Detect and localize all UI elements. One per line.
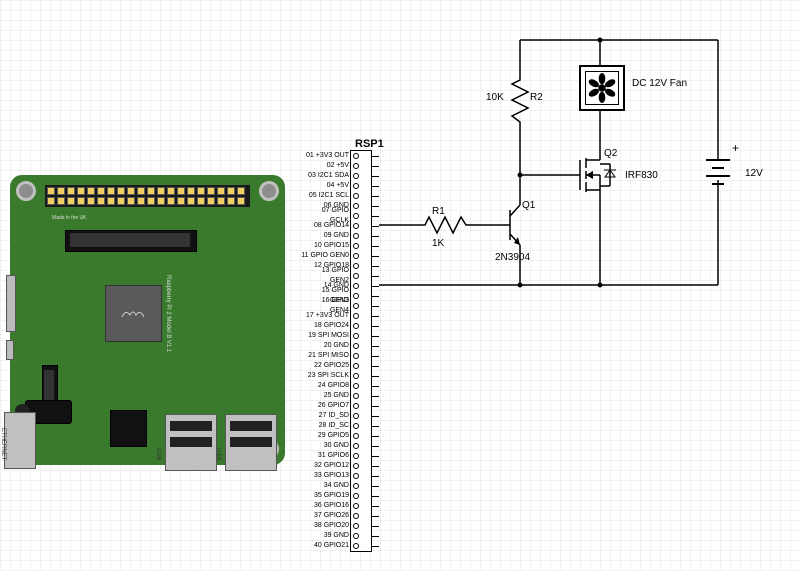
q2-ref: Q2 <box>604 148 617 159</box>
fan-icon <box>579 65 625 111</box>
q2-part: IRF830 <box>625 170 658 181</box>
schematic-canvas: for(let i=0;i<20;i++)document.write('<di… <box>0 0 800 571</box>
r1-ref: R1 <box>432 206 445 217</box>
q1-ref: Q1 <box>522 200 535 211</box>
q1-part: 2N3904 <box>495 252 530 263</box>
battery-label: 12V <box>745 168 763 179</box>
r2-val: 10K <box>486 92 504 103</box>
fan-label: DC 12V Fan <box>632 78 687 89</box>
r1-val: 1K <box>432 238 444 249</box>
r2-ref: R2 <box>530 92 543 103</box>
svg-text:+: + <box>732 141 739 155</box>
